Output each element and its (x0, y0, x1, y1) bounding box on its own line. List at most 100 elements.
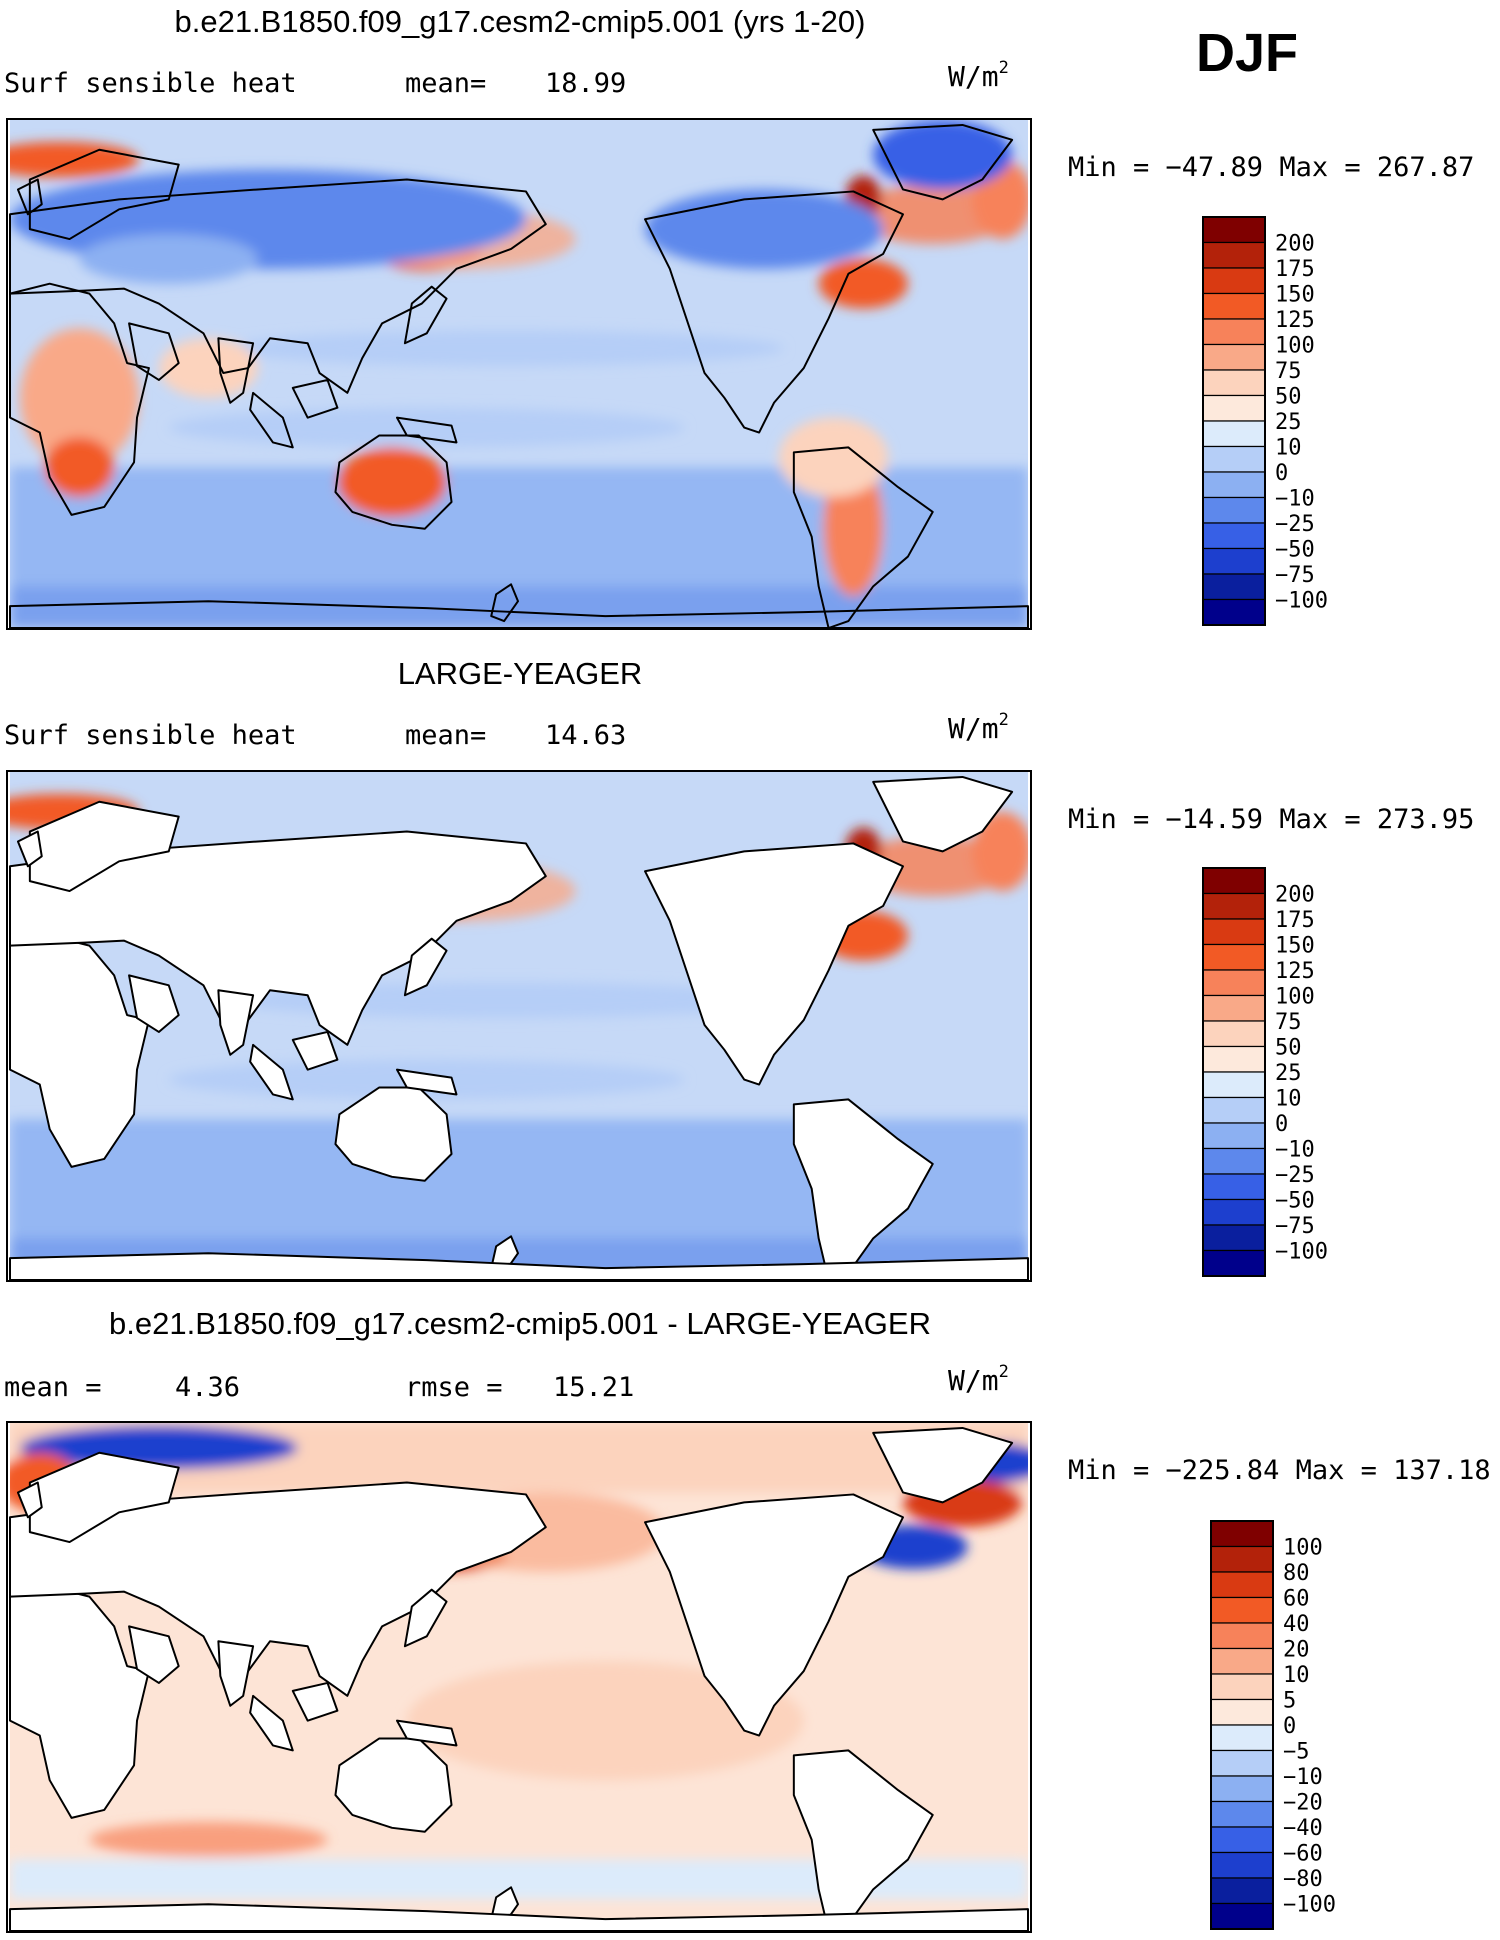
colorbar-0-box-9 (1202, 445, 1266, 473)
coastline-sumatra (249, 391, 294, 449)
colorbar-2-label-5: 10 (1283, 1663, 1310, 1688)
coastline-eurasia (9, 1481, 547, 1697)
colorbar-1-label-12: −50 (1275, 1189, 1315, 1214)
coastline-namerica (644, 190, 904, 434)
coastline-india (217, 989, 255, 1056)
antarctic-margin-band (10, 586, 1028, 628)
indian-south-warm (89, 1821, 328, 1858)
colorbar-0-box-2 (1202, 267, 1266, 295)
colorbar-1-label-13: −75 (1275, 1214, 1315, 1239)
colorbar-2-label-7: 0 (1283, 1714, 1296, 1739)
colorbar-1-label-7: 25 (1275, 1061, 1302, 1086)
colorbar-1-box-0 (1202, 867, 1266, 895)
colorbar-2-label-10: −20 (1283, 1791, 1323, 1816)
coastline-antarctica (9, 1903, 1029, 1931)
panel-2-mean-label: mean = (4, 1372, 102, 1403)
panel-0-map (6, 118, 1032, 630)
colorbar-1-label-4: 100 (1275, 985, 1315, 1010)
coastline-europe (28, 148, 180, 241)
colorbar-2-box-13 (1210, 1851, 1274, 1879)
field-blobs (10, 120, 1028, 628)
south-africa-hot (44, 437, 115, 498)
coastline-samerica (792, 446, 934, 628)
india-mild (158, 338, 259, 398)
colorbar-1-label-5: 75 (1275, 1010, 1302, 1035)
colorbar-1-box-13 (1202, 1198, 1266, 1226)
coastline-borneo (291, 378, 339, 419)
colorbar-2-box-3 (1210, 1596, 1274, 1624)
colorbar-0-label-7: 25 (1275, 410, 1302, 435)
colorbar-0-box-13 (1202, 547, 1266, 575)
colorbar-1-box-10 (1202, 1122, 1266, 1150)
colorbar-0-label-14: −100 (1275, 589, 1328, 614)
tropical-pacific-warm (406, 1661, 804, 1781)
colorbar-2-box-7 (1210, 1698, 1274, 1726)
panel-1-mean-label: mean= (405, 720, 487, 751)
colorbar-2-label-4: 20 (1283, 1638, 1310, 1663)
colorbar-2-label-1: 80 (1283, 1561, 1310, 1586)
colorbar-0-label-4: 100 (1275, 334, 1315, 359)
coastline-eurasia (9, 830, 547, 1046)
colorbar-1-box-14 (1202, 1224, 1266, 1252)
colorbar-2-box-4 (1210, 1622, 1274, 1650)
colorbar-1-frame (1202, 867, 1266, 1277)
colorbar-2-box-9 (1210, 1749, 1274, 1777)
coastline-samerica (792, 1098, 934, 1280)
colorbar-0-box-4 (1202, 318, 1266, 346)
coastline-uk (16, 178, 43, 216)
coastline-newguinea (395, 416, 458, 444)
panel-1-land (9, 775, 1029, 1280)
colorbar-0-label-11: −25 (1275, 512, 1315, 537)
australia-hot (337, 447, 447, 517)
coastline-india (217, 1640, 255, 1707)
colorbar-2-label-3: 40 (1283, 1612, 1310, 1637)
coastline-japan (403, 285, 448, 345)
colorbar-1-label-1: 175 (1275, 908, 1315, 933)
colorbar-2-boxes (1210, 1520, 1274, 1930)
panel-0-land (9, 123, 1029, 628)
colorbar-2-box-8 (1210, 1724, 1274, 1752)
colorbar-1-label-10: −10 (1275, 1138, 1315, 1163)
coastline-greenland (872, 123, 1014, 201)
coastline-newguinea (395, 1068, 458, 1096)
season-label: DJF (1196, 23, 1299, 83)
colorbar-2-frame (1210, 1520, 1274, 1930)
colorbar-0-box-3 (1202, 292, 1266, 320)
coastline-greenland (872, 775, 1014, 853)
colorbar-0-label-8: 10 (1275, 436, 1302, 461)
colorbar-0-label-0: 200 (1275, 232, 1315, 257)
colorbar-2-box-10 (1210, 1775, 1274, 1803)
panel-2-rmse-label: rmse = (405, 1372, 503, 1403)
colorbar-0-box-6 (1202, 369, 1266, 397)
colorbar-1-label-9: 0 (1275, 1112, 1288, 1137)
colorbar-0-box-1 (1202, 241, 1266, 269)
colorbar-0-frame (1202, 216, 1266, 626)
panel-0-mean-value: 18.99 (545, 68, 627, 99)
panel-0-map-svg (9, 120, 1029, 628)
panel-1-title: LARGE-YEAGER (397, 656, 643, 691)
panel-0-minmax: Min = −47.89 Max = 267.87 (1068, 152, 1475, 183)
coastline-antarctica (9, 600, 1029, 628)
coastline-borneo (291, 1030, 339, 1071)
colorbar-0-box-0 (1202, 216, 1266, 244)
panel-1-mean-value: 14.63 (545, 720, 627, 751)
coastline-australia (334, 1086, 453, 1182)
tropical-band (228, 330, 784, 367)
colorbar-1-box-12 (1202, 1173, 1266, 1201)
coastline-antarctica (9, 1252, 1029, 1280)
colorbar-1-label-14: −100 (1275, 1240, 1328, 1265)
panel-2-mean-value: 4.36 (175, 1372, 241, 1403)
namerica-cold (645, 189, 884, 269)
colorbar-1-box-15 (1202, 1249, 1266, 1277)
panel-1-map (6, 770, 1032, 1282)
colorbar-0-label-6: 50 (1275, 385, 1302, 410)
coastline-sumatra (249, 1043, 294, 1101)
colorbar-0-label-1: 175 (1275, 257, 1315, 282)
coastline-newguinea (395, 1719, 458, 1747)
coastline-namerica (644, 1493, 904, 1737)
colorbar-0-box-5 (1202, 343, 1266, 371)
colorbar-2-box-6 (1210, 1673, 1274, 1701)
